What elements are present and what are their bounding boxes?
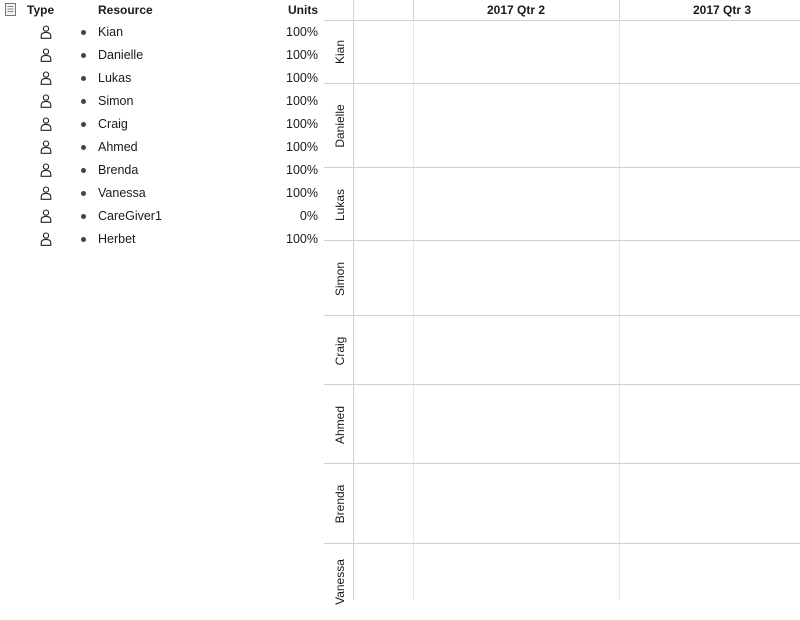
resource-name[interactable]: Herbet [98, 232, 136, 246]
resource-units[interactable]: 100% [286, 48, 318, 62]
bullet-icon [81, 76, 86, 81]
resource-units[interactable]: 100% [286, 117, 318, 131]
timeline-gridline [413, 20, 414, 600]
resource-lane[interactable]: Danielle [324, 84, 800, 168]
lane-divider [324, 83, 800, 84]
timescale-header: 2017 Qtr 2 2017 Qtr 3 [324, 0, 800, 21]
timeline-gridline [619, 20, 620, 600]
table-header: Type Resource Units [0, 0, 324, 20]
lane-label: Danielle [333, 104, 347, 148]
lane-label: Vanessa [333, 559, 347, 605]
resource-units[interactable]: 100% [286, 140, 318, 154]
bullet-icon [81, 99, 86, 104]
resource-column-header[interactable]: Resource [98, 3, 153, 17]
bullet-icon [81, 214, 86, 219]
resource-table: Type Resource Units Kian 100% Danielle 100%… [0, 0, 324, 600]
resource-lane[interactable]: Brenda [324, 464, 800, 544]
person-icon [40, 186, 52, 200]
resource-name[interactable]: Brenda [98, 163, 139, 177]
resource-name[interactable]: Craig [98, 117, 128, 131]
resource-name[interactable]: Ahmed [98, 140, 138, 154]
resource-timeline: 2017 Qtr 2 2017 Qtr 3 Kian Danielle Lukas Si… [324, 0, 800, 605]
table-row[interactable]: Lukas 100% [0, 67, 324, 90]
resource-rows: Kian 100% Danielle 100% Lukas 100% Simon 100% Cr… [0, 21, 324, 251]
document-icon[interactable] [5, 3, 16, 16]
bullet-icon [81, 191, 86, 196]
header-separator [619, 0, 620, 20]
units-column-header[interactable]: Units [288, 3, 318, 17]
lane-divider [324, 240, 800, 241]
resource-lane[interactable]: Ahmed [324, 385, 800, 464]
resource-units[interactable]: 100% [286, 186, 318, 200]
resource-units[interactable]: 0% [299, 209, 318, 223]
person-icon [40, 232, 52, 246]
person-icon [40, 117, 52, 131]
person-icon [40, 25, 52, 39]
resource-lane[interactable]: Lukas [324, 168, 800, 241]
resource-name[interactable]: Lukas [98, 71, 132, 85]
resource-units[interactable]: 100% [286, 94, 318, 108]
resource-units[interactable]: 100% [286, 25, 318, 39]
bullet-icon [81, 30, 86, 35]
type-column-header[interactable]: Type [27, 3, 55, 17]
table-row[interactable]: Kian 100% [0, 21, 324, 44]
bullet-icon [81, 237, 86, 242]
resource-name[interactable]: Danielle [98, 48, 144, 62]
lane-divider [324, 543, 800, 544]
table-row[interactable]: Simon 100% [0, 90, 324, 113]
header-separator [413, 0, 414, 20]
person-icon [40, 140, 52, 154]
lane-divider [324, 167, 800, 168]
table-row[interactable]: Ahmed 100% [0, 136, 324, 159]
person-icon [40, 94, 52, 108]
resource-name[interactable]: CareGiver1 [98, 209, 162, 223]
resource-units[interactable]: 100% [286, 232, 318, 246]
lane-label: Lukas [333, 188, 347, 221]
resource-name[interactable]: Vanessa [98, 186, 146, 200]
resource-units[interactable]: 100% [286, 71, 318, 85]
resource-lane[interactable]: Simon [324, 241, 800, 316]
lane-divider [324, 384, 800, 385]
person-icon [40, 209, 52, 223]
lane-divider [324, 315, 800, 316]
resource-lane[interactable]: Craig [324, 316, 800, 385]
quarter-label: 2017 Qtr 3 [692, 3, 752, 17]
lane-label: Brenda [333, 484, 347, 524]
lane-label-divider [353, 20, 354, 600]
resource-units[interactable]: 100% [286, 163, 318, 177]
table-row[interactable]: CareGiver1 0% [0, 205, 324, 228]
person-icon [40, 48, 52, 62]
resource-lane[interactable]: Vanessa [324, 544, 800, 620]
bullet-icon [81, 168, 86, 173]
bullet-icon [81, 145, 86, 150]
table-row[interactable]: Vanessa 100% [0, 182, 324, 205]
resource-lane[interactable]: Kian [324, 20, 800, 84]
bullet-icon [81, 122, 86, 127]
person-icon [40, 163, 52, 177]
lane-label: Ahmed [333, 405, 347, 444]
person-icon [40, 71, 52, 85]
bullet-icon [81, 53, 86, 58]
resource-name[interactable]: Simon [98, 94, 134, 108]
header-separator [353, 0, 354, 20]
lane-label: Craig [333, 336, 347, 365]
table-row[interactable]: Brenda 100% [0, 159, 324, 182]
resource-name[interactable]: Kian [98, 25, 124, 39]
quarter-label: 2017 Qtr 2 [486, 3, 546, 17]
table-row[interactable]: Danielle 100% [0, 44, 324, 67]
lane-label: Simon [333, 261, 347, 296]
lane-label: Kian [333, 39, 347, 65]
table-row[interactable]: Herbet 100% [0, 228, 324, 251]
table-row[interactable]: Craig 100% [0, 113, 324, 136]
lane-divider [324, 463, 800, 464]
